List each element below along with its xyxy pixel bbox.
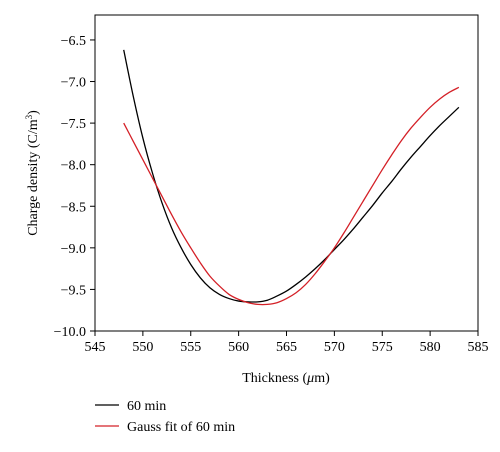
y-tick-label: −8.5 [61,200,86,215]
series-line-gauss-fit [123,86,460,306]
x-tick-label: 545 [85,340,106,355]
x-tick-label: 585 [468,340,489,355]
y-tick-label: −7.0 [61,76,86,91]
y-tick-label: −9.5 [61,283,86,298]
x-axis-ticks: 545 550 555 560 565 570 575 580 585 [85,331,489,355]
x-tick-label: 565 [276,340,297,355]
x-tick-label: 580 [420,340,441,355]
y-axis-label: Charge density (C/m3) [24,110,41,236]
y-tick-label: −8.0 [61,159,86,174]
x-tick-label: 555 [180,340,201,355]
x-tick-label: 575 [372,340,393,355]
y-tick-label: −10.0 [54,325,86,340]
series-line-60-min [123,49,460,303]
y-axis-ticks: −10.0 −9.5 −9.0 −8.5 −8.0 −7.5 −7.0 −6.5 [54,34,95,340]
y-tick-label: −7.5 [61,117,86,132]
legend: 60 min Gauss fit of 60 min [95,399,235,435]
legend-label-gauss-fit: Gauss fit of 60 min [127,420,235,435]
x-tick-label: 560 [228,340,249,355]
x-tick-label: 570 [324,340,345,355]
y-tick-label: −9.0 [61,242,86,257]
x-axis-label: Thickness (μm) [242,371,330,386]
series-layer [123,49,460,306]
x-tick-label: 550 [132,340,153,355]
y-tick-label: −6.5 [61,34,86,49]
legend-label-60-min: 60 min [127,399,166,414]
